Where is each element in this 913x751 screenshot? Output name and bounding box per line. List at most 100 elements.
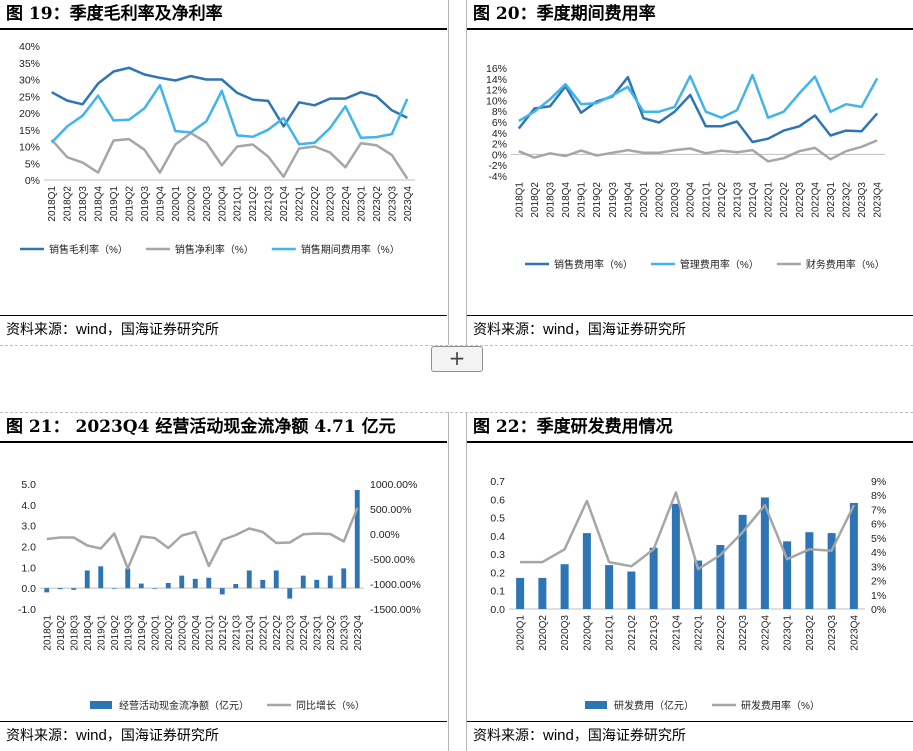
x-tick-label: 2021Q4	[245, 615, 256, 651]
bar-经营活动现金流净额亿元	[84, 570, 90, 589]
x-tick-label: 2020Q3	[177, 615, 188, 651]
x-tick-label: 2022Q1	[295, 186, 306, 222]
add-button[interactable]: +	[431, 346, 483, 372]
y-tick-label: 8%	[492, 106, 507, 118]
legend-label-销售净利率: 销售净利率（%）	[175, 243, 254, 256]
x-tick-label: 2018Q2	[63, 186, 74, 222]
y-tick-label: 4.0	[21, 500, 36, 512]
y-right-tick-label: 4%	[871, 547, 886, 559]
bar-研发费用亿元	[738, 514, 747, 609]
bar-经营活动现金流净额亿元	[111, 588, 117, 589]
x-tick-label: 2022Q4	[341, 186, 352, 222]
y-tick-label: 0.3	[490, 549, 505, 561]
x-tick-label: 2018Q1	[514, 182, 525, 218]
bar-经营活动现金流净额亿元	[206, 577, 212, 589]
y-tick-label: 0.0	[21, 583, 36, 595]
x-tick-label: 2023Q4	[873, 182, 884, 218]
line-销售费用率	[517, 75, 879, 144]
y-tick-label: 1.0	[21, 562, 36, 574]
y-right-tick-label: 1%	[871, 590, 886, 602]
x-tick-label: 2023Q2	[842, 182, 853, 218]
bar-经营活动现金流净额亿元	[44, 588, 50, 593]
figure-22-panel: 图 22：季度研发费用情况 0.0 0.1 0.2 0.3 0.4 0.5 0.6 0.7 0%…	[467, 413, 913, 751]
bar-经营活动现金流净额亿元	[341, 568, 347, 589]
x-tick-label: 2023Q1	[783, 615, 794, 651]
y-tick-label: 10%	[486, 95, 507, 107]
x-tick-label: 2019Q3	[140, 186, 151, 222]
y-tick-label: 0.2	[490, 567, 505, 579]
x-tick-label: 2018Q2	[530, 182, 541, 218]
line-财务费用率	[518, 139, 878, 163]
column-divider	[448, 412, 449, 751]
x-tick-label: 2023Q1	[826, 182, 837, 218]
line-销售净利率	[50, 131, 409, 180]
y-tick-label: 2.0	[21, 542, 36, 554]
x-tick-label: 2020Q1	[171, 186, 182, 222]
source-suffix: ，国海证券研究所	[573, 728, 686, 744]
x-tick-label: 2023Q4	[849, 615, 860, 651]
source-wind: wind	[76, 321, 107, 338]
line-研发费用率	[520, 491, 856, 571]
x-tick-label: 2020Q2	[186, 186, 197, 222]
line-管理费用率	[518, 73, 879, 122]
x-tick-label: 2020Q2	[538, 615, 549, 651]
bar-经营活动现金流净额亿元	[273, 570, 279, 589]
bar-研发费用亿元	[805, 532, 814, 609]
y-tick-label: 2%	[492, 139, 507, 151]
x-tick-label: 2020Q2	[164, 615, 175, 651]
y-tick-label: -2%	[488, 160, 507, 172]
y-tick-label: -4%	[488, 171, 507, 183]
x-tick-label: 2020Q3	[670, 182, 681, 218]
bar-经营活动现金流净额亿元	[192, 578, 198, 589]
x-tick-label: 2021Q4	[671, 615, 682, 651]
legend-label-财务费用率: 财务费用率（%）	[806, 258, 885, 271]
x-tick-label: 2023Q2	[372, 186, 383, 222]
x-tick-label: 2020Q4	[686, 182, 697, 218]
y-tick-label: 5%	[25, 158, 40, 170]
bar-经营活动现金流净额亿元	[138, 583, 144, 589]
x-tick-label: 2019Q2	[110, 615, 121, 651]
figure-source: 资料来源：wind，国海证券研究所	[467, 721, 913, 751]
bar-研发费用亿元	[694, 560, 703, 609]
y-right-tick-label: 5%	[871, 533, 886, 545]
figure-21-panel: 图 21： 2023Q4 经营活动现金流净额 4.71 亿元 -1.0 0.0 1.…	[0, 413, 447, 751]
x-tick-label: 2022Q2	[310, 186, 321, 222]
y-right-tick-label: 3%	[871, 561, 886, 573]
y-tick-label: 6%	[492, 117, 507, 129]
x-tick-label: 2021Q2	[717, 182, 728, 218]
x-tick-label: 2021Q1	[701, 182, 712, 218]
x-tick-label: 2021Q3	[649, 615, 660, 651]
x-tick-label: 2018Q4	[561, 182, 572, 218]
figure-title: 图 22：季度研发费用情况	[467, 413, 913, 443]
y-right-tick-label: 6%	[871, 519, 886, 531]
column-divider	[466, 412, 467, 751]
gross-net-margin-chart: 0% 5% 10% 15% 20% 25% 30% 35% 40% 2018Q1 2018Q2 201…	[19, 41, 415, 256]
y-tick-label: 10%	[19, 142, 40, 154]
source-wind: wind	[543, 321, 574, 338]
y-right-tick-label: 9%	[871, 476, 886, 488]
y-right-tick-label: 8%	[871, 490, 886, 502]
x-tick-label: 2021Q3	[732, 182, 743, 218]
bar-经营活动现金流净额亿元	[327, 575, 333, 589]
x-tick-label: 2019Q1	[577, 182, 588, 218]
figure-title: 图 20：季度期间费用率	[467, 0, 913, 30]
bar-研发费用亿元	[827, 533, 836, 609]
x-tick-label: 2020Q1	[516, 615, 527, 651]
bar-研发费用亿元	[538, 577, 547, 609]
x-tick-label: 2018Q4	[94, 186, 105, 222]
bar-经营活动现金流净额亿元	[57, 588, 63, 590]
x-tick-label: 2022Q3	[285, 615, 296, 651]
row-divider	[0, 412, 913, 413]
y-tick-label: 16%	[486, 63, 507, 75]
bar-研发费用亿元	[582, 533, 591, 609]
legend-label-销售毛利率: 销售毛利率（%）	[49, 243, 128, 256]
bar-经营活动现金流净额亿元	[219, 588, 225, 595]
x-tick-label: 2021Q2	[248, 186, 259, 222]
y-right-tick-label: -500.00%	[370, 554, 415, 566]
legend-label-经营活动现金流净额亿元: 经营活动现金流净额（亿元）	[119, 699, 249, 712]
x-tick-label: 2022Q4	[299, 615, 310, 651]
x-tick-label: 2021Q3	[264, 186, 275, 222]
x-tick-label: 2022Q1	[258, 615, 269, 651]
y-right-tick-label: 0.00%	[370, 529, 400, 541]
y-tick-label: 35%	[19, 58, 40, 70]
